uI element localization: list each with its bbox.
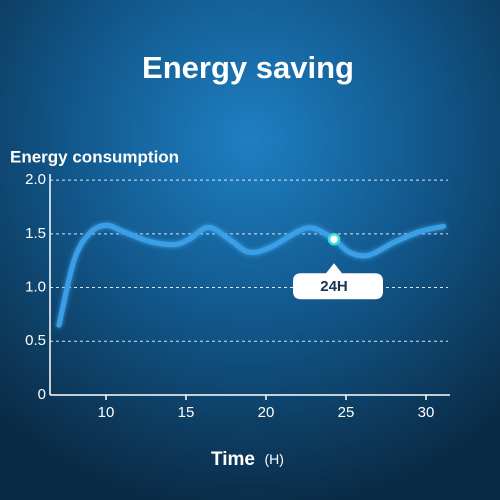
y-tick-label: 0.5 (25, 332, 46, 349)
x-tick-label: 25 (338, 404, 355, 421)
x-tick-label: 10 (98, 404, 115, 421)
x-axis-label: Time (H) (211, 449, 284, 470)
callout (293, 263, 383, 300)
y-tick-label: 2.0 (25, 171, 46, 188)
x-tick-label: 30 (418, 404, 435, 421)
y-tick-label: 1.5 (25, 225, 46, 242)
data-line (56, 222, 447, 328)
y-tick-label: 0 (38, 386, 46, 403)
chart-title: Energy saving (142, 50, 354, 85)
x-tick-label: 15 (178, 404, 195, 421)
highlight-point (327, 232, 341, 246)
y-axis-label: Energy consumption (10, 147, 179, 166)
y-tick-label: 1.0 (25, 279, 46, 296)
callout-label: 24H (320, 278, 348, 295)
x-axis-title: Time (211, 449, 255, 470)
x-tick-label: 20 (258, 404, 275, 421)
x-axis-unit: (H) (264, 451, 283, 467)
